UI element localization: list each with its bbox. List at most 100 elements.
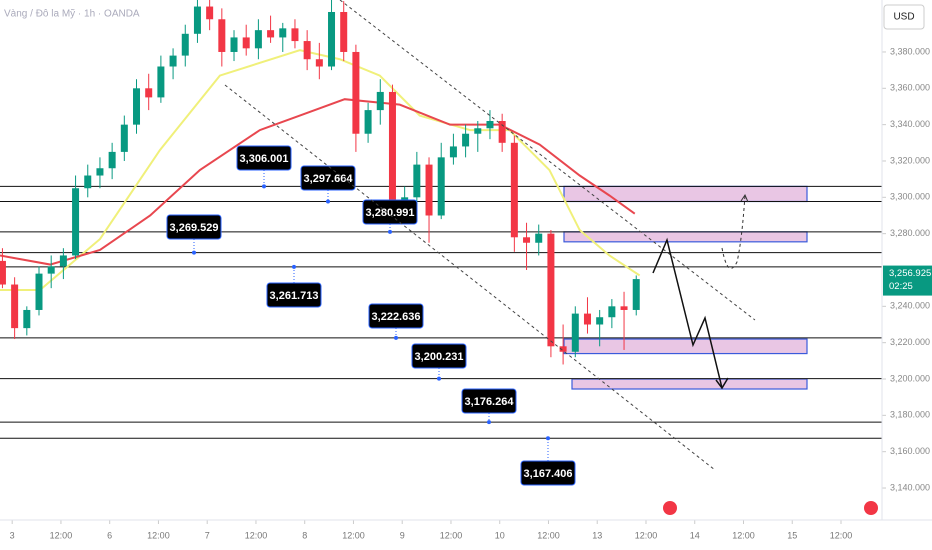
candle-body <box>425 164 433 216</box>
price-tag-label: 3,256.925 <box>889 268 931 279</box>
zone <box>563 338 808 355</box>
candle-body <box>0 260 6 285</box>
alt-arrow-head <box>740 193 749 203</box>
candle-body <box>59 255 67 267</box>
candle-body <box>620 306 628 310</box>
currency-box[interactable] <box>883 4 925 30</box>
level-label: 3,222.636 <box>372 311 421 323</box>
event-icon[interactable] <box>864 501 878 515</box>
candle-body <box>84 175 92 189</box>
level-pin-dot <box>546 436 550 441</box>
x-tick-label: 12:00 <box>830 530 853 540</box>
level-box <box>520 460 576 486</box>
level-pin-dot <box>487 420 491 425</box>
level-pin-dot <box>192 250 196 255</box>
y-tick-label: 3,200.000 <box>890 373 930 383</box>
level-pin-dot <box>394 335 398 340</box>
chart-title: Vàng / Đô la Mỹ · 1h · OANDA <box>4 9 140 20</box>
x-tick-label: 6 <box>107 530 112 540</box>
y-tick-label: 3,340.000 <box>890 119 930 129</box>
moving-average <box>0 49 641 291</box>
level-pin-dot <box>326 199 330 204</box>
y-tick-label: 3,380.000 <box>890 46 930 56</box>
candle-body <box>96 168 104 176</box>
candle-body <box>72 188 80 256</box>
candle-body <box>364 110 372 134</box>
candle-body <box>47 266 55 274</box>
level-box <box>236 145 292 171</box>
candle-body <box>11 284 19 329</box>
x-tick-label: 10 <box>495 530 505 540</box>
level-box <box>411 343 467 369</box>
level-label: 3,280.991 <box>366 207 415 219</box>
candle-body <box>303 41 311 60</box>
candle-body <box>474 128 482 134</box>
x-tick-label: 12:00 <box>732 530 755 540</box>
candle-body <box>120 124 128 152</box>
candle-body <box>559 346 567 352</box>
candle-body <box>315 59 323 67</box>
candle-body <box>145 88 153 98</box>
x-tick-label: 8 <box>302 530 307 540</box>
candle-body <box>547 233 555 347</box>
level-label: 3,261.713 <box>270 290 319 302</box>
candle-body <box>571 313 579 352</box>
candle-body <box>352 51 360 134</box>
candle-body <box>449 146 457 158</box>
candle-body <box>583 313 591 325</box>
x-tick-label: 12:00 <box>147 530 170 540</box>
x-tick-label: 9 <box>400 530 405 540</box>
candle-body <box>510 142 518 238</box>
event-icon[interactable] <box>663 501 677 515</box>
candle-body <box>267 30 275 38</box>
x-tick-label: 3 <box>10 530 15 540</box>
x-tick-label: 12:00 <box>635 530 658 540</box>
candle-body <box>157 66 165 98</box>
candle-body <box>218 19 226 52</box>
x-tick-label: 12:00 <box>245 530 268 540</box>
channel-lower <box>224 84 716 471</box>
level-pin-dot <box>388 229 392 234</box>
level-label: 3,306.001 <box>240 153 289 165</box>
candle-body <box>279 28 287 38</box>
x-tick-label: 12:00 <box>440 530 463 540</box>
candle-body <box>206 6 214 20</box>
candle-body <box>413 164 421 198</box>
x-tick-label: 14 <box>690 530 700 540</box>
x-tick-label: 12:00 <box>342 530 365 540</box>
zone <box>571 378 808 390</box>
y-tick-label: 3,160.000 <box>890 446 930 456</box>
candle-body <box>596 317 604 325</box>
level-label: 3,200.231 <box>415 351 464 363</box>
level-label: 3,297.664 <box>304 173 354 185</box>
candle-body <box>328 11 336 67</box>
candle-body <box>535 233 543 243</box>
candle-body <box>608 306 616 318</box>
y-tick-label: 3,300.000 <box>890 192 930 202</box>
y-tick-label: 3,320.000 <box>890 155 930 165</box>
candle-body <box>108 151 116 169</box>
forecast-arrow <box>652 237 723 389</box>
candle-body <box>523 237 531 243</box>
candle-body <box>242 37 250 49</box>
price-tag <box>883 265 932 296</box>
level-label: 3,167.406 <box>524 468 573 480</box>
level-label: 3,269.529 <box>170 222 219 234</box>
x-tick-label: 12:00 <box>537 530 560 540</box>
level-box <box>461 388 517 414</box>
candle-body <box>486 121 494 129</box>
candle-body <box>230 37 238 52</box>
y-tick-label: 3,140.000 <box>890 482 930 492</box>
level-box <box>166 214 222 240</box>
x-tick-label: 7 <box>205 530 210 540</box>
moving-average <box>0 98 636 266</box>
y-tick-label: 3,360.000 <box>890 83 930 93</box>
candle-body <box>23 309 31 329</box>
level-box <box>362 199 418 225</box>
candle-body <box>193 6 201 34</box>
candle-body <box>35 273 43 310</box>
